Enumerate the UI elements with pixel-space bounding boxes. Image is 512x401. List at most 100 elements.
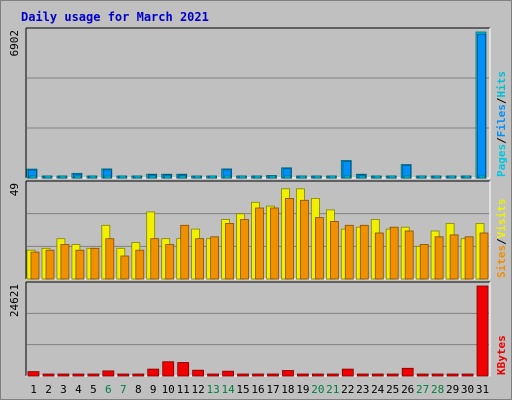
bar-sites-day-15: [240, 219, 249, 280]
x-tick-label-30: 30: [461, 383, 474, 396]
bar-kbytes-day-7: [117, 373, 130, 377]
x-tick-label-7: 7: [120, 383, 127, 396]
hits-panel-ymax-label: 6902: [8, 30, 21, 57]
kbytes-panel-background: [26, 282, 490, 376]
bar-kbytes-day-28: [431, 373, 444, 377]
hits-panel: 6902 Pages/Files/Hits: [8, 27, 508, 179]
legend-entry: Sites: [495, 245, 508, 278]
legend-entry: Hits: [495, 71, 508, 98]
hits-panel-legend: Pages/Files/Hits: [495, 71, 508, 177]
bar-kbytes-day-4: [72, 373, 85, 377]
bar-kbytes-day-20: [311, 373, 324, 377]
bar-pages-day-19: [298, 175, 306, 179]
x-tick-label-23: 23: [356, 383, 369, 396]
bar-pages-day-21: [328, 175, 336, 179]
bar-kbytes-day-31: [476, 285, 489, 377]
bar-kbytes-day-1: [27, 371, 40, 377]
legend-entry: Files: [495, 104, 508, 137]
legend-entry: /: [495, 238, 508, 245]
x-tick-label-11: 11: [177, 383, 190, 396]
hits-panel-background: [26, 28, 490, 178]
bar-pages-day-1: [29, 175, 37, 179]
bar-pages-day-3: [59, 175, 67, 179]
bar-sites-day-25: [389, 226, 399, 280]
bar-kbytes-day-12: [192, 369, 205, 377]
x-axis: 1 2 3 4 5 6 7 8 9 10 11 12 13 14 15 16 17 18 19 20 21 22 23 24 2…: [30, 383, 489, 396]
bar-kbytes-day-9: [147, 368, 160, 377]
bar-kbytes-day-27: [416, 373, 429, 377]
x-tick-label-25: 25: [386, 383, 399, 396]
bar-pages-day-30: [463, 175, 471, 179]
visits-panel-legend: Sites/Visits: [495, 199, 508, 279]
bar-kbytes-day-29: [446, 373, 459, 377]
bar-sites-day-1: [30, 251, 40, 280]
bar-pages-day-29: [448, 175, 456, 179]
bar-sites-day-3: [60, 244, 70, 280]
bar-sites-day-21: [329, 220, 339, 280]
bar-pages-day-22: [343, 175, 351, 179]
bar-files-day-31: [477, 33, 486, 179]
bar-pages-day-14: [224, 175, 232, 179]
x-tick-label-24: 24: [371, 383, 385, 396]
bar-pages-day-28: [433, 175, 441, 179]
bar-pages-day-27: [418, 175, 426, 179]
x-tick-label-14: 14: [221, 383, 235, 396]
x-tick-label-20: 20: [311, 383, 324, 396]
bar-sites-day-28: [434, 236, 444, 280]
bar-pages-day-5: [89, 175, 97, 179]
bar-pages-day-20: [313, 175, 321, 179]
bar-kbytes-day-15: [237, 373, 249, 377]
visits-panel-ymax-label: 49: [8, 183, 21, 196]
bar-pages-day-7: [119, 175, 127, 179]
bar-pages-day-18: [284, 175, 291, 179]
bar-pages-day-24: [373, 175, 381, 179]
bar-pages-day-12: [194, 175, 202, 179]
bar-pages-day-2: [44, 175, 52, 179]
bar-sites-day-5: [90, 247, 100, 280]
x-tick-label-4: 4: [75, 383, 82, 396]
x-tick-label-8: 8: [135, 383, 142, 396]
bar-sites-day-9: [150, 238, 160, 280]
bar-kbytes-day-2: [42, 373, 55, 377]
bar-kbytes-day-11: [177, 362, 190, 377]
legend-entry: /: [495, 137, 508, 144]
chart-title: Daily usage for March 2021: [21, 10, 209, 24]
x-tick-label-16: 16: [251, 383, 264, 396]
bar-sites-day-18: [285, 197, 294, 280]
bar-kbytes-day-19: [296, 373, 309, 377]
bar-sites-day-12: [195, 238, 205, 280]
legend-entry: /: [495, 97, 508, 104]
chart-panels: 6902 Pages/Files/Hits 49 Sites/Visits 24621K…: [8, 27, 508, 377]
bar-kbytes-day-10: [162, 361, 175, 377]
bar-kbytes-day-21: [326, 373, 339, 377]
bar-kbytes-day-26: [401, 367, 414, 377]
bar-sites-day-14: [225, 222, 235, 280]
kbytes-panel: 24621 KBytes: [8, 281, 508, 377]
bar-pages-day-13: [209, 175, 217, 179]
bar-kbytes-day-6: [102, 370, 115, 377]
bar-sites-day-11: [180, 224, 190, 280]
x-tick-label-5: 5: [90, 383, 97, 396]
bar-sites-day-13: [210, 236, 220, 280]
bar-kbytes-day-23: [356, 373, 369, 377]
bar-kbytes-day-14: [222, 370, 235, 377]
x-tick-label-31: 31: [476, 383, 489, 396]
bar-files-day-22: [342, 161, 352, 179]
x-tick-label-3: 3: [60, 383, 67, 396]
bar-kbytes-day-22: [341, 368, 354, 377]
x-tick-label-15: 15: [236, 383, 249, 396]
x-tick-label-27: 27: [416, 383, 429, 396]
bar-sites-day-19: [299, 199, 309, 280]
bar-kbytes-day-13: [207, 373, 220, 377]
x-tick-label-21: 21: [326, 383, 339, 396]
bar-kbytes-day-3: [57, 373, 70, 377]
bar-sites-day-31: [479, 232, 489, 280]
bar-sites-day-2: [45, 249, 55, 280]
bar-sites-day-16: [255, 207, 264, 280]
bar-pages-day-25: [388, 175, 396, 179]
bar-pages-day-23: [358, 175, 366, 179]
bar-pages-day-4: [74, 175, 82, 179]
bar-pages-day-11: [179, 175, 187, 179]
bar-kbytes-day-30: [461, 373, 474, 377]
bar-sites-day-8: [135, 249, 145, 280]
